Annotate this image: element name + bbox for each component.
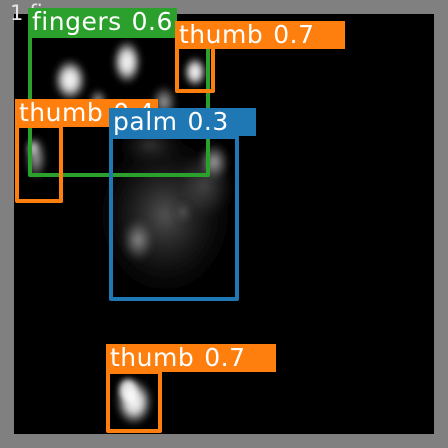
detection-label-fingers: fingers 0.6 bbox=[28, 8, 177, 36]
bottom-thumb-blob bbox=[115, 378, 153, 426]
detection-score-palm: 0.3 bbox=[187, 108, 229, 136]
detection-box-palm bbox=[109, 135, 239, 301]
detection-class-palm: palm bbox=[113, 108, 178, 136]
detection-label-palm: palm 0.3 bbox=[109, 108, 256, 136]
detection-score-thumb-top-right: 0.7 bbox=[273, 21, 315, 49]
detection-score-thumb-bottom: 0.7 bbox=[204, 344, 246, 372]
detection-class-fingers: fingers bbox=[32, 8, 122, 36]
detection-score-fingers: 0.6 bbox=[131, 8, 173, 36]
caption-index: 1 bbox=[10, 1, 24, 25]
detection-box-thumb-top-right bbox=[175, 44, 215, 93]
detection-label-thumb-top-right: thumb 0.7 bbox=[175, 21, 345, 49]
detection-box-thumb-bottom bbox=[106, 370, 162, 433]
detection-class-thumb-top-right: thumb bbox=[179, 21, 264, 49]
detection-label-thumb-bottom: thumb 0.7 bbox=[106, 344, 276, 372]
detection-class-thumb-left: thumb bbox=[19, 99, 104, 127]
detection-box-thumb-left bbox=[15, 124, 63, 203]
detection-class-thumb-bottom: thumb bbox=[110, 344, 195, 372]
